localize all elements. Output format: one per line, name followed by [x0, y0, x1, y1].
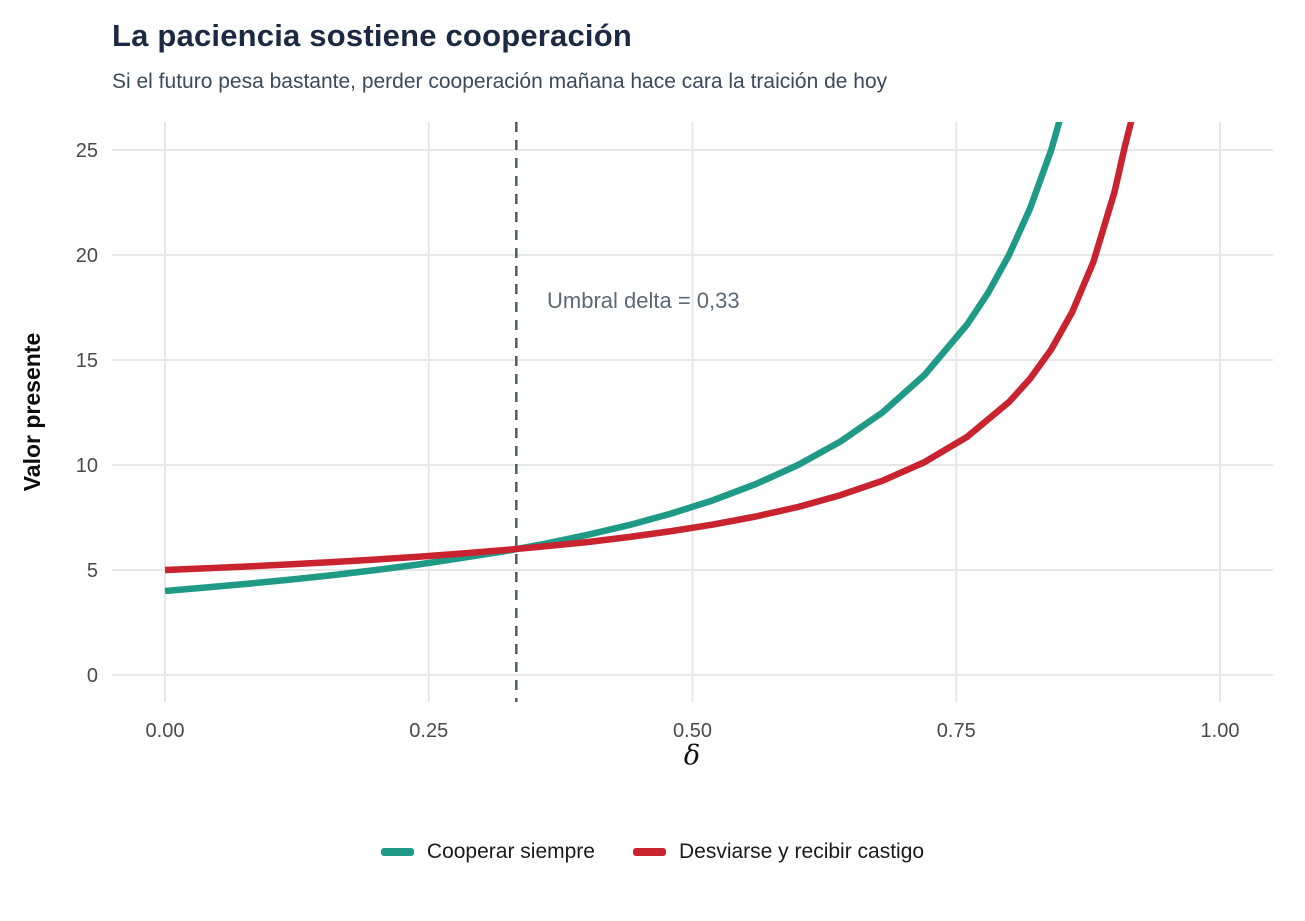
y-tick-label: 25 [76, 140, 98, 162]
threshold-annotation: Umbral delta = 0,33 [547, 288, 740, 313]
y-tick-label: 10 [76, 455, 98, 477]
y-tick-label: 0 [87, 665, 98, 687]
x-tick-label: 1.00 [1201, 720, 1240, 742]
x-axis-title: δ [684, 740, 700, 771]
x-tick-labels: 0.00 0.25 0.50 0.75 1.00 [146, 720, 1240, 742]
series-curve-cooperar-siempre [164, 122, 1063, 595]
y-tick-label: 15 [76, 350, 98, 372]
legend-label: Cooperar siempre [426, 840, 595, 863]
y-tick-label: 5 [87, 560, 98, 582]
x-tick-label: 0.00 [146, 720, 185, 742]
curves [164, 122, 1135, 595]
x-tick-label: 0.50 [673, 720, 712, 742]
y-tick-labels: 0 5 10 15 20 25 [76, 140, 98, 687]
legend: Cooperar siempre Desviarse y recibir cast… [0, 840, 1305, 864]
legend-item: Cooperar siempre [380, 840, 595, 864]
y-axis-title: Valor presente [19, 333, 45, 492]
x-tick-label: 0.25 [409, 720, 448, 742]
y-tick-label: 20 [76, 245, 98, 267]
legend-swatch [632, 848, 666, 856]
legend-swatch [380, 848, 414, 856]
legend-label: Desviarse y recibir castigo [678, 840, 925, 863]
chart-title: La paciencia sostiene cooperación [112, 18, 633, 53]
chart-subtitle: Si el futuro pesa bastante, perder coope… [112, 70, 888, 93]
series-curve-desviarse-y-recibir-castigo [164, 122, 1135, 574]
legend-item: Desviarse y recibir castigo [632, 840, 925, 864]
gridlines [112, 122, 1273, 702]
x-tick-label: 0.75 [937, 720, 976, 742]
